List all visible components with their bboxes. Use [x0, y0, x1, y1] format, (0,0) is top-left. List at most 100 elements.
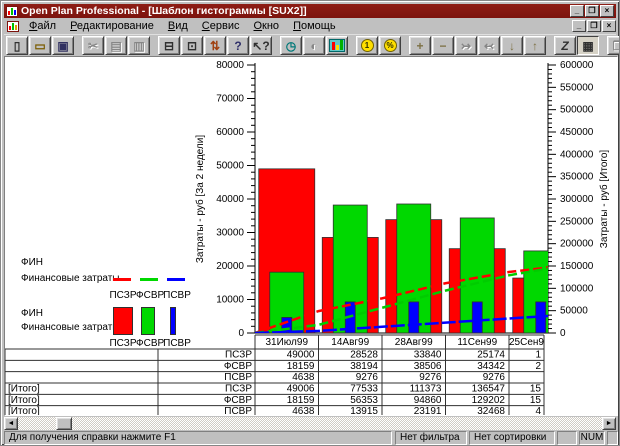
bar-ПСВР-31Июл99 — [281, 317, 293, 333]
row-code-cell: ПСВР — [224, 372, 252, 383]
move-down-button[interactable]: ↓ — [501, 36, 523, 55]
menu-edit[interactable]: Редактирование — [70, 19, 154, 32]
svg-text:200000: 200000 — [560, 239, 594, 250]
status-help-text: Для получения справки нажмите F1 — [4, 431, 392, 445]
child-restore-button[interactable]: ❐ — [587, 20, 601, 32]
app-icon[interactable] — [6, 5, 18, 17]
legend-line-swatch-ФСВР — [140, 278, 158, 281]
menu-file[interactable]: Файл — [29, 19, 57, 32]
row-value-cell: 38194 — [350, 361, 378, 372]
zoom-out-button[interactable]: − — [432, 36, 454, 55]
row-value-cell: 4 — [535, 406, 541, 416]
grid-view-button[interactable]: ▦ — [577, 36, 599, 55]
resource-view-button: ◐ — [303, 36, 325, 55]
window-cascade-button: ❐ — [607, 36, 619, 55]
legend-bar-label: ФСВР — [136, 338, 165, 349]
refresh-button[interactable]: ⇅ — [204, 36, 226, 55]
svg-text:50000: 50000 — [216, 161, 244, 172]
menu-window[interactable]: Окно — [253, 19, 280, 32]
child-close-button[interactable]: × — [602, 20, 616, 32]
row-value-cell: 49000 — [287, 350, 315, 361]
table-row[interactable]: [Итого] ФСВР 18159 56353 94860 129202 15 — [8, 395, 541, 406]
table-row[interactable]: ПСЗР 49000 28528 33840 25174 1 — [225, 350, 541, 361]
table-row[interactable]: [Итого] ПСВР 4638 13915 23191 32468 4 — [8, 406, 541, 416]
row-value-cell: 13915 — [350, 406, 378, 416]
zoom-in-button[interactable]: + — [409, 36, 431, 55]
menu-help[interactable]: Помощь — [293, 19, 336, 32]
row-value-cell: 9276 — [356, 372, 379, 383]
row-value-cell: 34342 — [477, 361, 505, 372]
table-header-row[interactable]: 31Июл99 14Авг99 28Авг99 11Сен99 25Сен9 — [254, 334, 545, 349]
table-row[interactable]: ПСВР 4638 9276 9276 9276 — [224, 372, 505, 383]
row-value-cell: 94860 — [414, 395, 442, 406]
chart-axes: 0 10000 20000 30000 40000 50000 60000 70000 8000… — [194, 60, 610, 339]
svg-text:30000: 30000 — [216, 228, 244, 239]
legend-lines-title: ФИН — [21, 257, 44, 268]
zoom-out-icon: − — [439, 38, 447, 53]
horizontal-scrollbar[interactable]: ◄ ► — [4, 417, 616, 430]
scroll-right-arrow-icon[interactable]: ► — [602, 417, 616, 430]
cumulative-lines — [255, 266, 548, 333]
percent-view-coin-icon: % — [383, 39, 397, 52]
help-button[interactable]: ? — [227, 36, 249, 55]
legend-bar-label: ПСВР — [163, 338, 191, 349]
histogram-view-button[interactable] — [326, 36, 348, 55]
window-cascade-icon: ❐ — [613, 40, 619, 52]
svg-text:70000: 70000 — [216, 94, 244, 105]
row-value-cell: 129202 — [472, 395, 506, 406]
row-group-cell: [Итого] — [8, 395, 40, 406]
table-row[interactable]: [Итого] ПСЗР 49006 77533 111373 136547 15 — [8, 383, 541, 394]
time-analysis-button[interactable]: ◷ — [280, 36, 302, 55]
print-icon: ⊟ — [163, 38, 175, 53]
status-num-lock: NUM — [579, 431, 605, 445]
close-button[interactable]: × — [600, 5, 614, 17]
date-header-cell: 11Сен99 — [457, 337, 497, 348]
svg-text:250000: 250000 — [560, 216, 594, 227]
toolbar: ▯▭▣✂▤▥⊟⊡⇅?↖?◷◐1%+−↣↢↓↑Z▦❐❒ — [4, 34, 619, 56]
child-minimize-button[interactable]: _ — [572, 20, 586, 32]
legend-bar-swatch-ПСВР — [170, 307, 176, 335]
refresh-icon: ⇅ — [209, 38, 221, 53]
row-value-cell: 38506 — [414, 361, 442, 372]
scroll-left-arrow-icon[interactable]: ◄ — [4, 417, 18, 430]
bar-ПСВР-11Сен99 — [471, 301, 483, 333]
bar-ПСВР-28Авг99 — [408, 301, 420, 333]
histogram-chart: 0 10000 20000 30000 40000 50000 60000 70000 8000… — [5, 60, 610, 416]
status-bar: Для получения справки нажмите F1 Нет фил… — [4, 431, 618, 445]
percent-view-button[interactable]: % — [379, 36, 401, 55]
restore-button[interactable]: ❐ — [585, 5, 599, 17]
copy-icon: ▤ — [110, 38, 122, 53]
zoom-z-button[interactable]: Z — [554, 36, 576, 55]
shift-right-icon: ↣ — [460, 38, 472, 53]
legend-bar-swatch-ФСВР — [141, 307, 155, 335]
open-button[interactable]: ▭ — [29, 36, 51, 55]
print-preview-button[interactable]: ⊡ — [181, 36, 203, 55]
chart-bars — [258, 168, 548, 333]
cost-view-button[interactable]: 1 — [356, 36, 378, 55]
date-header-cell: 31Июл99 — [265, 337, 308, 348]
context-help-button[interactable]: ↖? — [250, 36, 272, 55]
row-value-cell: 2 — [535, 361, 541, 372]
row-code-cell: ФСВР — [224, 395, 252, 406]
document-icon[interactable] — [7, 20, 19, 32]
svg-text:150000: 150000 — [560, 261, 594, 272]
row-code-cell: ПСЗР — [225, 350, 252, 361]
svg-text:450000: 450000 — [560, 127, 594, 138]
minimize-button[interactable]: _ — [570, 5, 584, 17]
svg-text:50000: 50000 — [560, 306, 588, 317]
scrollbar-thumb[interactable] — [56, 417, 72, 430]
menu-view[interactable]: Вид — [167, 19, 188, 32]
move-up-button[interactable]: ↑ — [524, 36, 546, 55]
row-value-cell: 32468 — [477, 406, 505, 416]
menu-tools[interactable]: Сервис — [201, 19, 240, 32]
zoom-in-icon: + — [416, 38, 424, 53]
status-filter: Нет фильтра — [395, 431, 467, 445]
row-code-cell: ПСВР — [224, 406, 252, 416]
row-value-cell: 1 — [535, 350, 541, 361]
data-table[interactable]: ПСЗР 49000 28528 33840 25174 1 ФСВР 18159 38194 3… — [5, 348, 545, 416]
save-button[interactable]: ▣ — [52, 36, 74, 55]
date-header-cell: 25Сен9 — [509, 337, 544, 348]
print-button[interactable]: ⊟ — [158, 36, 180, 55]
table-row[interactable]: ФСВР 18159 38194 38506 34342 2 — [224, 361, 542, 372]
new-document-button[interactable]: ▯ — [6, 36, 28, 55]
